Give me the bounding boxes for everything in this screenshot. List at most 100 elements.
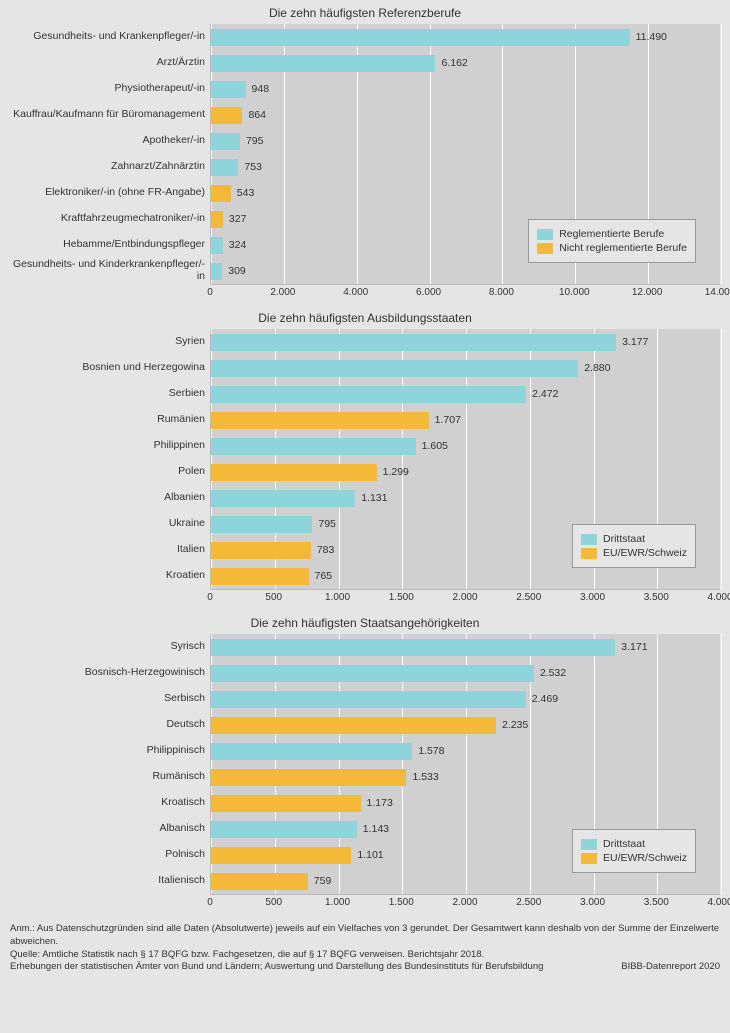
bar: 1.299 (211, 464, 377, 481)
bar-row: Serbisch2.469 (211, 686, 720, 712)
y-axis-label: Philippinisch (11, 745, 211, 757)
x-axis-tick: 2.000 (270, 287, 295, 298)
bar: 11.490 (211, 29, 630, 46)
bar-value-label: 309 (222, 265, 246, 277)
x-axis-tick: 1.000 (325, 897, 350, 908)
chart-panel: Die zehn häufigsten Referenzberufe Gesund… (0, 0, 730, 305)
y-axis-label: Hebamme/Entbindungspfleger (11, 239, 211, 251)
x-axis-tick: 1.000 (325, 592, 350, 603)
footer-credit-right: BIBB-Datenreport 2020 (621, 961, 720, 974)
bar-row: Rumänisch1.533 (211, 764, 720, 790)
legend-label: Drittstaat (603, 838, 645, 850)
y-axis-label: Polen (11, 466, 211, 478)
footer-credit-left: Erhebungen der statistischen Ämter von B… (10, 961, 543, 974)
bar: 2.472 (211, 386, 526, 403)
bar-row: Polen1.299 (211, 459, 720, 485)
bar-value-label: 783 (311, 544, 335, 556)
bar-row: Physiotherapeut/-in948 (211, 76, 720, 102)
y-axis-label: Albanien (11, 492, 211, 504)
y-axis-label: Polnisch (11, 849, 211, 861)
bar-value-label: 1.605 (416, 440, 448, 452)
bar: 765 (211, 568, 309, 585)
bar-value-label: 11.490 (630, 31, 667, 43)
legend-label: EU/EWR/Schweiz (603, 852, 687, 864)
x-axis-tick: 4.000 (707, 897, 730, 908)
bar-value-label: 3.171 (615, 641, 647, 653)
chart-title: Die zehn häufigsten Referenzberufe (10, 6, 720, 20)
y-axis-label: Serbisch (11, 693, 211, 705)
bar: 753 (211, 159, 238, 176)
bar-value-label: 2.532 (534, 667, 566, 679)
y-axis-label: Italien (11, 544, 211, 556)
y-axis-label: Syrien (11, 336, 211, 348)
bar-row: Syrien3.177 (211, 329, 720, 355)
bar-value-label: 1.131 (355, 492, 387, 504)
bar-value-label: 1.299 (377, 466, 409, 478)
bar-row: Syrisch3.171 (211, 634, 720, 660)
grid-line (721, 329, 722, 589)
y-axis-label: Deutsch (11, 719, 211, 731)
y-axis-label: Kroatisch (11, 797, 211, 809)
bar-value-label: 1.101 (351, 849, 383, 861)
chart-panel: Die zehn häufigsten AusbildungsstaatenSy… (0, 305, 730, 610)
y-axis-label: Ukraine (11, 518, 211, 530)
y-axis-label: Apotheker/-in (11, 135, 211, 147)
bar-value-label: 765 (309, 570, 333, 582)
footer: Anm.: Aus Datenschutzgründen sind alle D… (0, 915, 730, 980)
y-axis-label: Albanisch (11, 823, 211, 835)
bar: 1.131 (211, 490, 355, 507)
legend-item: EU/EWR/Schweiz (581, 852, 687, 864)
bar: 795 (211, 516, 312, 533)
bar: 324 (211, 237, 223, 254)
bar: 1.101 (211, 847, 351, 864)
legend-label: EU/EWR/Schweiz (603, 547, 687, 559)
bar-row: Bosnien und Herzegowina2.880 (211, 355, 720, 381)
bar: 1.173 (211, 795, 361, 812)
x-axis-tick: 0 (207, 592, 213, 603)
bar-value-label: 3.177 (616, 336, 648, 348)
y-axis-label: Syrisch (11, 641, 211, 653)
bar: 2.235 (211, 717, 496, 734)
bar-row: Rumänien1.707 (211, 407, 720, 433)
bar-row: Elektroniker/-in (ohne FR-Angabe)543 (211, 180, 720, 206)
y-axis-label: Italienisch (11, 875, 211, 887)
bar: 3.177 (211, 334, 616, 351)
y-axis-label: Gesundheits- und Kinderkrankenpfleger/-i… (11, 259, 211, 282)
x-axis-tick: 2.500 (516, 897, 541, 908)
bar-row: Bosnisch-Herzegowinisch2.532 (211, 660, 720, 686)
x-axis-tick: 8.000 (489, 287, 514, 298)
bar-row: Serbien2.472 (211, 381, 720, 407)
x-axis-tick: 2.500 (516, 592, 541, 603)
bar: 759 (211, 873, 308, 890)
legend-swatch (537, 229, 553, 240)
y-axis-label: Kauffrau/Kaufmann für Büromanagement (11, 109, 211, 121)
bar: 543 (211, 185, 231, 202)
bar: 309 (211, 263, 222, 280)
legend-label: Nicht reglementierte Berufe (559, 242, 687, 254)
x-axis-tick: 14.000 (705, 287, 730, 298)
bar-row: Deutsch2.235 (211, 712, 720, 738)
bar: 783 (211, 542, 311, 559)
y-axis-label: Elektroniker/-in (ohne FR-Angabe) (11, 187, 211, 199)
x-axis-tick: 10.000 (559, 287, 590, 298)
bar: 3.171 (211, 639, 615, 656)
bar: 2.532 (211, 665, 534, 682)
y-axis-label: Serbien (11, 388, 211, 400)
x-axis-tick: 500 (265, 897, 282, 908)
legend-item: EU/EWR/Schweiz (581, 547, 687, 559)
bar-value-label: 1.578 (412, 745, 444, 757)
bar: 1.533 (211, 769, 406, 786)
bar-value-label: 2.472 (526, 388, 558, 400)
bar-value-label: 327 (223, 213, 247, 225)
x-axis-tick: 4.000 (707, 592, 730, 603)
legend-swatch (581, 853, 597, 864)
bar-value-label: 1.143 (357, 823, 389, 835)
bar: 1.605 (211, 438, 416, 455)
bar: 1.143 (211, 821, 357, 838)
bar-row: Apotheker/-in795 (211, 128, 720, 154)
y-axis-label: Zahnarzt/Zahnärztin (11, 161, 211, 173)
bar-value-label: 795 (240, 135, 264, 147)
bar-value-label: 1.707 (429, 414, 461, 426)
y-axis-label: Bosnien und Herzegowina (11, 362, 211, 374)
bar-row: Philippinen1.605 (211, 433, 720, 459)
